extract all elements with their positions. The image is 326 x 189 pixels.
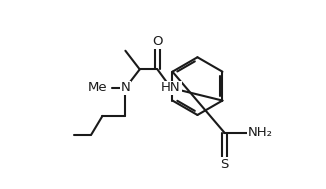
Text: N: N: [121, 81, 130, 94]
Text: Me: Me: [87, 81, 107, 94]
Text: O: O: [152, 35, 163, 48]
Text: S: S: [220, 158, 229, 171]
Text: HN: HN: [161, 81, 181, 94]
Text: NH₂: NH₂: [248, 126, 273, 139]
